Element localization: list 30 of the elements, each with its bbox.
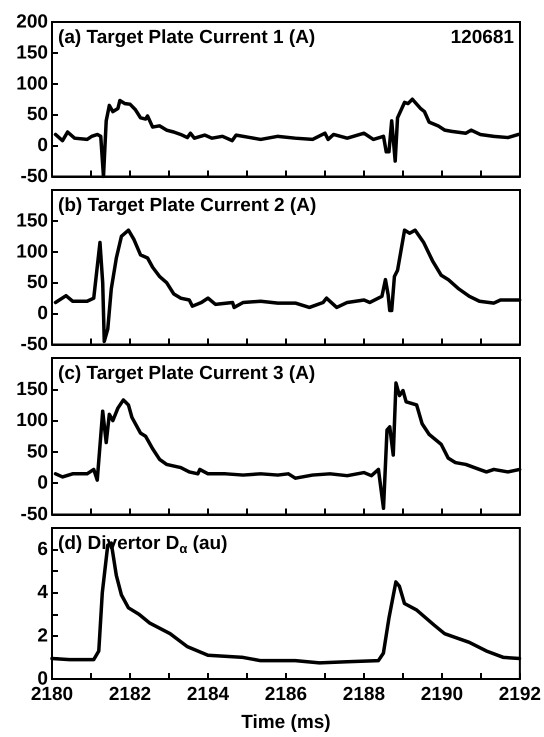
annotation: 120681 [450,27,514,48]
x-tick-label: 2190 [420,684,464,705]
x-tick-label: 2192 [498,684,542,705]
x-axis-title: Time (ms) [241,712,331,733]
chart-title: (a) Target Plate Current 1 (A) [58,27,316,48]
y-tick-label: 50 [26,104,48,126]
y-tick-label: -50 [20,504,48,525]
y-tick-label: 100 [16,73,48,94]
chart-title: (c) Target Plate Current 3 (A) [58,363,316,384]
y-tick-label: 200 [16,12,48,32]
chart-title: (b) Target Plate Current 2 (A) [58,195,316,216]
y-tick-label: -50 [20,166,48,187]
y-tick-label: -50 [20,334,48,355]
y-tick-label: 50 [26,272,48,294]
x-tick-label: 2182 [108,684,152,705]
y-tick-label: 0 [37,472,48,494]
y-tick-label: 150 [16,210,48,232]
x-tick-label: 2184 [186,684,230,705]
y-tick-label: 100 [16,410,48,432]
y-tick-label: 100 [16,241,48,262]
y-tick-label: 4 [37,582,48,604]
y-tick-label: 150 [16,378,48,400]
y-tick-label: 0 [37,303,48,324]
x-tick-label: 2186 [264,684,308,705]
y-tick-label: 0 [37,135,48,156]
y-tick-label: 2 [37,625,48,646]
y-tick-label: 150 [16,42,48,64]
y-tick-label: 50 [26,441,48,462]
x-tick-label: 2188 [342,684,386,705]
y-tick-label: 6 [37,539,48,560]
